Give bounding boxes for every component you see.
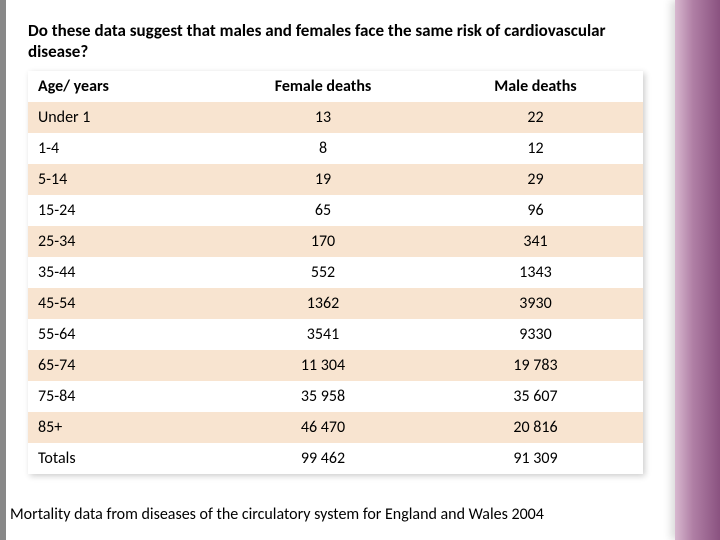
cell-female: 3541: [218, 319, 428, 350]
cell-male: 3930: [428, 288, 643, 319]
table-row: 15-24 65 96: [28, 195, 643, 226]
cell-male: 9330: [428, 319, 643, 350]
cell-female: 13: [218, 102, 428, 133]
table-row: 55-64 3541 9330: [28, 319, 643, 350]
cell-male: 35 607: [428, 381, 643, 412]
cell-male: 1343: [428, 257, 643, 288]
cell-male: 22: [428, 102, 643, 133]
col-header-male: Male deaths: [428, 71, 643, 102]
cell-age: Under 1: [28, 102, 218, 133]
cell-age: 1-4: [28, 133, 218, 164]
slide-content: Do these data suggest that males and fem…: [28, 20, 668, 474]
col-header-female: Female deaths: [218, 71, 428, 102]
table-row: 5-14 19 29: [28, 164, 643, 195]
table-row: 75-84 35 958 35 607: [28, 381, 643, 412]
table-row: 25-34 170 341: [28, 226, 643, 257]
cell-female: 35 958: [218, 381, 428, 412]
cell-age: 85+: [28, 412, 218, 443]
cell-age: 15-24: [28, 195, 218, 226]
table-row: 65-74 11 304 19 783: [28, 350, 643, 381]
cell-age: 75-84: [28, 381, 218, 412]
right-gradient: [675, 0, 720, 540]
cell-male: 20 816: [428, 412, 643, 443]
left-strip: [0, 0, 6, 540]
cell-age: 35-44: [28, 257, 218, 288]
cell-age: 65-74: [28, 350, 218, 381]
cell-female: 552: [218, 257, 428, 288]
cell-male: 91 309: [428, 443, 643, 474]
cell-female: 19: [218, 164, 428, 195]
cell-male: 341: [428, 226, 643, 257]
cell-male: 19 783: [428, 350, 643, 381]
cell-female: 8: [218, 133, 428, 164]
cell-male: 29: [428, 164, 643, 195]
cell-male: 12: [428, 133, 643, 164]
table-row: 85+ 46 470 20 816: [28, 412, 643, 443]
question-text: Do these data suggest that males and fem…: [28, 20, 668, 63]
table-header-row: Age/ years Female deaths Male deaths: [28, 71, 643, 102]
table-row: 35-44 552 1343: [28, 257, 643, 288]
col-header-age: Age/ years: [28, 71, 218, 102]
table-row: 1-4 8 12: [28, 133, 643, 164]
cell-age: 25-34: [28, 226, 218, 257]
table-row: Under 1 13 22: [28, 102, 643, 133]
cell-age: 5-14: [28, 164, 218, 195]
cell-age: Totals: [28, 443, 218, 474]
cell-age: 55-64: [28, 319, 218, 350]
cell-female: 99 462: [218, 443, 428, 474]
cell-female: 65: [218, 195, 428, 226]
cell-age: 45-54: [28, 288, 218, 319]
caption-text: Mortality data from diseases of the circ…: [10, 505, 544, 524]
cell-female: 46 470: [218, 412, 428, 443]
cell-male: 96: [428, 195, 643, 226]
table-row: 45-54 1362 3930: [28, 288, 643, 319]
cell-female: 1362: [218, 288, 428, 319]
mortality-table: Age/ years Female deaths Male deaths Und…: [28, 71, 643, 474]
cell-female: 170: [218, 226, 428, 257]
cell-female: 11 304: [218, 350, 428, 381]
table-row: Totals 99 462 91 309: [28, 443, 643, 474]
